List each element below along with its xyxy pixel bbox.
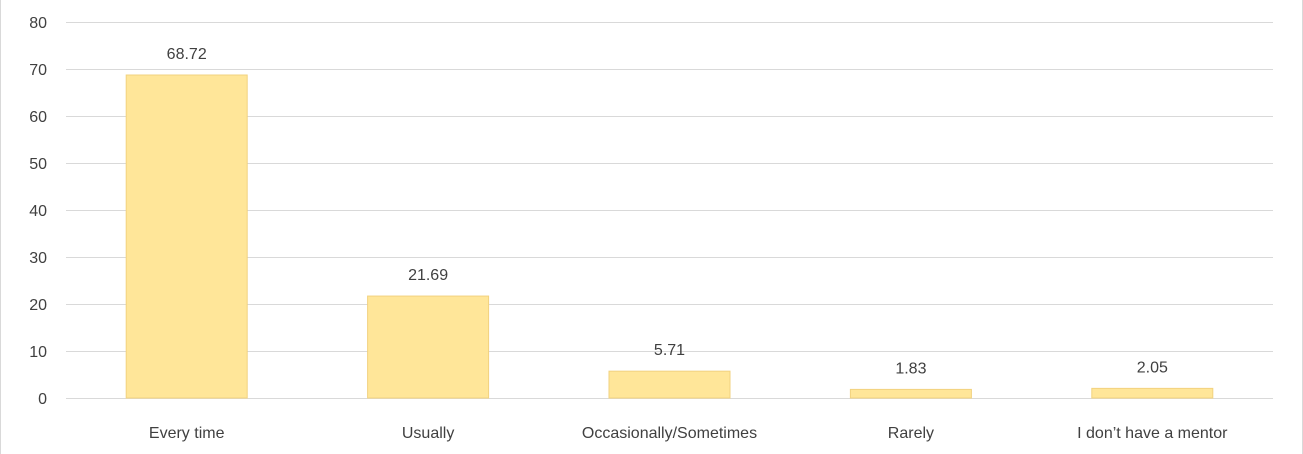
data-label: 68.72 [167, 46, 207, 63]
bars [125, 74, 1214, 399]
gridlines [66, 22, 1273, 399]
bar [125, 74, 248, 399]
category-label: Occasionally/Sometimes [582, 425, 757, 442]
y-tick-label: 10 [29, 344, 47, 361]
category-label: Usually [402, 425, 454, 442]
bar [367, 295, 490, 399]
data-label: 21.69 [408, 267, 448, 284]
category-label: I don’t have a mentor [1077, 425, 1228, 442]
data-label: 5.71 [654, 342, 685, 359]
y-tick-label: 50 [29, 156, 47, 173]
y-tick-label: 20 [29, 297, 47, 314]
category-label: Rarely [888, 425, 934, 442]
y-tick-label: 70 [29, 62, 47, 79]
y-tick-label: 40 [29, 203, 47, 220]
bar [1091, 387, 1214, 399]
data-label: 2.05 [1137, 359, 1168, 376]
data-labels: 68.72 21.69 5.71 1.83 2.05 [167, 46, 1168, 377]
bar [849, 388, 972, 399]
y-tick-label: 30 [29, 250, 47, 267]
data-label: 1.83 [895, 360, 926, 377]
y-tick-label: 60 [29, 109, 47, 126]
y-axis-tick-labels: 0 10 20 30 40 50 60 70 80 [29, 15, 47, 408]
y-tick-label: 0 [38, 391, 47, 408]
category-label: Every time [149, 425, 225, 442]
bar [608, 370, 731, 399]
y-tick-label: 80 [29, 15, 47, 32]
x-axis-category-labels: Every time Usually Occasionally/Sometimes R… [149, 425, 1228, 442]
